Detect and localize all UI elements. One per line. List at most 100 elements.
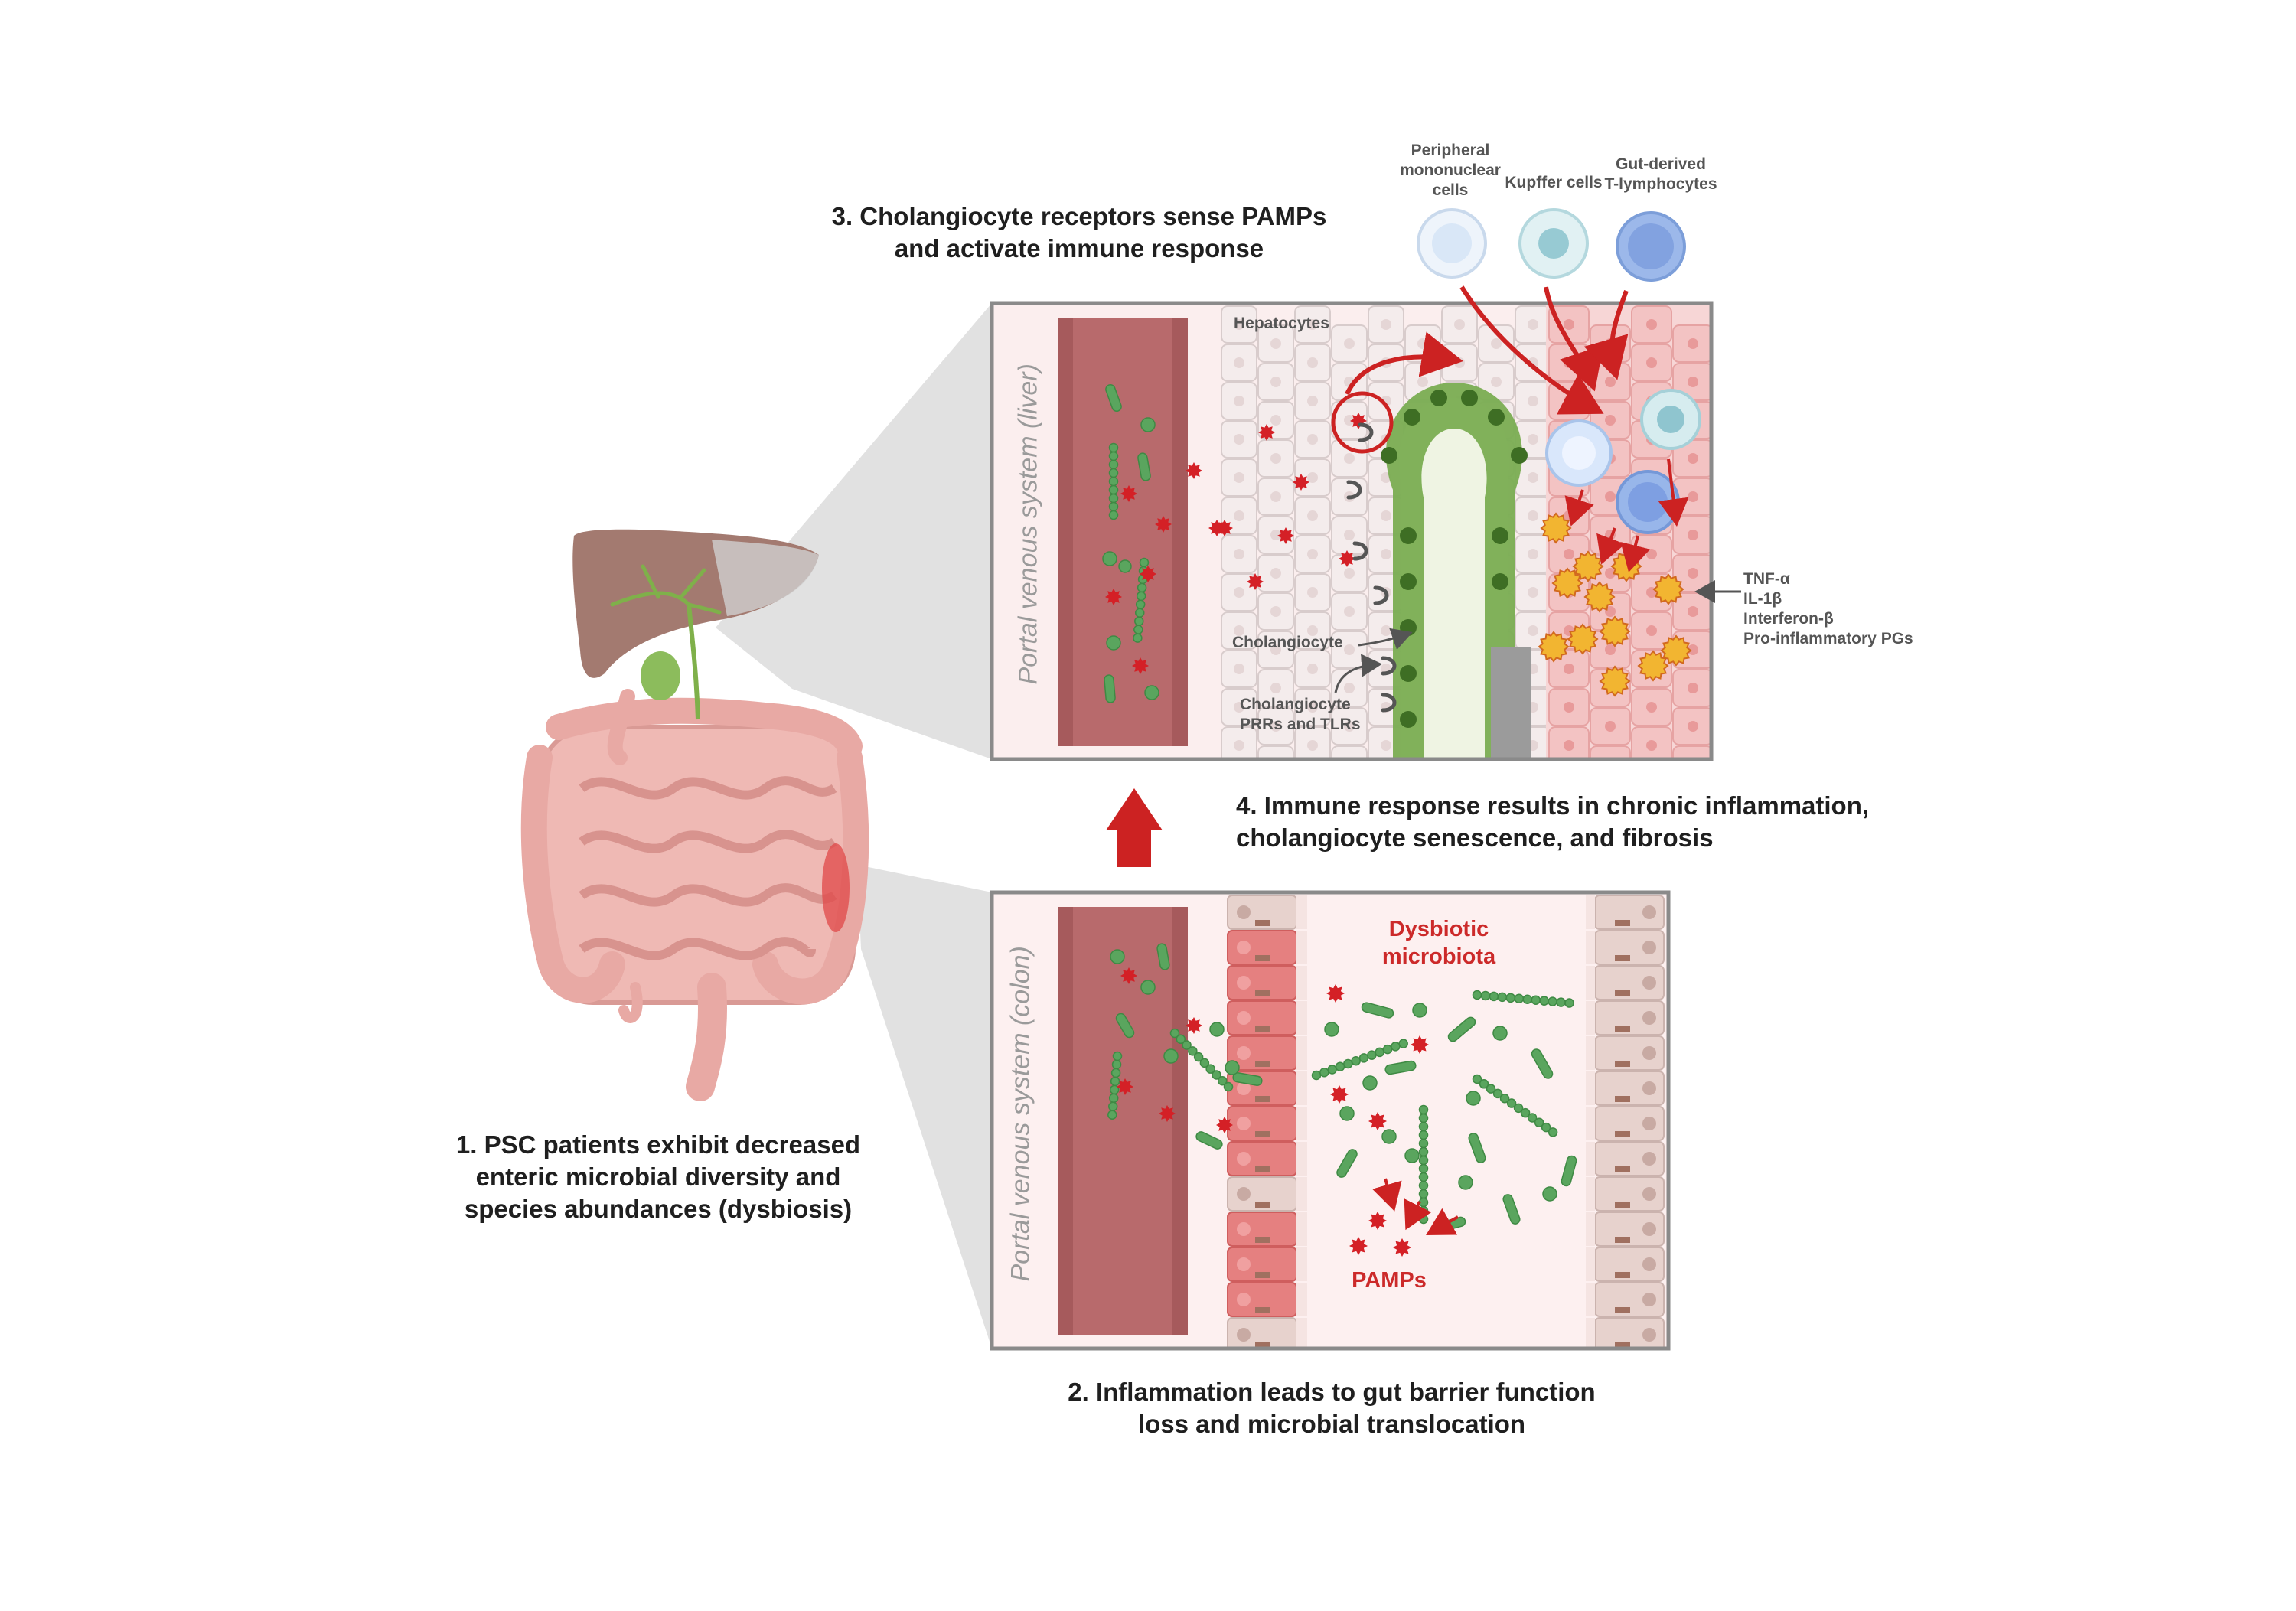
bacterium-icon	[1223, 1081, 1234, 1092]
inflamed-hepatocyte-nucleus	[1646, 549, 1657, 559]
liver-red-arrow	[1658, 458, 1689, 527]
hepatocyte-nucleus	[1270, 683, 1281, 693]
hepatocyte-nucleus	[1344, 415, 1355, 426]
tcell-label-line: Gut-derived	[1616, 155, 1706, 173]
tight-junction	[1255, 1202, 1270, 1208]
enterocyte-nucleus	[1237, 1257, 1251, 1271]
liver-panel-frame	[990, 301, 1714, 761]
enterocyte-nucleus	[1642, 976, 1656, 990]
bacterium-icon	[1361, 1002, 1394, 1019]
cytokine-icon	[1652, 573, 1684, 605]
bacterium-icon	[1418, 1138, 1429, 1149]
pamp-icon	[1155, 516, 1172, 533]
enterocyte-nucleus	[1237, 1328, 1251, 1342]
hepatocyte-nucleus	[1528, 319, 1538, 330]
enterocyte-nucleus	[1642, 1152, 1656, 1166]
cytokine-icon	[1551, 567, 1583, 599]
cholangiocyte-nucleus	[1400, 665, 1417, 682]
inflamed-hepatocyte-nucleus	[1564, 702, 1574, 713]
microvilli	[1296, 1212, 1307, 1246]
enterocyte-nucleus	[1237, 1081, 1251, 1095]
inflamed-hepatocyte-nucleus	[1688, 338, 1698, 349]
tight-junction	[1255, 1166, 1270, 1172]
microvilli	[1296, 895, 1307, 929]
microvilli	[1586, 1247, 1595, 1281]
bacterium-icon	[1134, 616, 1144, 626]
bacterium-icon	[1324, 1022, 1339, 1037]
bacterium-icon	[1505, 993, 1516, 1003]
inflamed-hepatocyte-nucleus	[1646, 625, 1657, 636]
cholangiocyte-nucleus	[1400, 619, 1417, 636]
cytokine-icon	[1599, 615, 1631, 647]
pamp-icon	[1186, 462, 1202, 479]
microvilli	[1296, 966, 1307, 1000]
hepatocyte-nucleus	[1234, 319, 1244, 330]
microvilli	[1586, 1177, 1595, 1211]
step-3-line: 3. Cholangiocyte receptors sense PAMPs	[831, 202, 1327, 230]
enterocyte-nucleus	[1642, 1081, 1656, 1095]
cytokine-icon	[1540, 512, 1572, 544]
bacterium-icon	[1104, 674, 1116, 703]
bacterium-icon	[1404, 1148, 1420, 1163]
cholangiocyte-nucleus	[1492, 573, 1508, 590]
inflamed-hepatocyte-nucleus	[1564, 664, 1574, 674]
hepatocyte-nucleus	[1344, 453, 1355, 464]
inflamed-hepatocyte-nucleus	[1688, 568, 1698, 579]
hepatocyte-nucleus	[1234, 472, 1244, 483]
bacterium-icon	[1480, 990, 1491, 1001]
microvilli	[1586, 1001, 1595, 1035]
gallbladder-icon	[641, 651, 680, 700]
bacterium-icon	[1176, 1034, 1186, 1045]
inflamed-hepatocyte-nucleus	[1688, 530, 1698, 540]
pamp-icon	[1368, 1112, 1387, 1130]
bacterium-icon	[1225, 1060, 1240, 1075]
pamp-icon	[1326, 984, 1345, 1003]
microvilli	[1586, 1283, 1595, 1316]
microvilli	[1586, 1212, 1595, 1246]
pamp-icon	[1117, 1078, 1133, 1095]
hepatocyte-nucleus	[1344, 606, 1355, 617]
bacterium-icon	[1492, 1026, 1508, 1041]
bacterium-icon	[1468, 1133, 1486, 1163]
inflamed-hepatocyte-nucleus	[1688, 377, 1698, 387]
inflamed-colon-region	[822, 843, 850, 932]
hepatocyte	[1257, 745, 1294, 759]
hepatocyte-nucleus	[1307, 587, 1318, 598]
senescent-cholangiocytes	[1491, 647, 1531, 759]
hepatocyte-nucleus	[1491, 338, 1502, 349]
tcell-label-line: T-lymphocytes	[1604, 175, 1717, 193]
bacterium-icon	[1497, 992, 1508, 1003]
tight-junction	[1615, 1342, 1630, 1348]
cytokine-icons	[1538, 512, 1692, 697]
bacterium-icon	[1418, 1146, 1429, 1157]
bacterium-icon	[1108, 1093, 1119, 1104]
inflamed-hepatocyte-nucleus	[1605, 377, 1616, 387]
step-2-line: 2. Inflammation leads to gut barrier fun…	[1068, 1378, 1596, 1406]
pamp-icon	[1132, 657, 1149, 674]
microvilli	[1586, 1142, 1595, 1176]
pamp-release-arrow	[1372, 1178, 1402, 1212]
cholangiocyte-nuclei	[1381, 390, 1528, 745]
immune-recruit-arrow	[1459, 285, 1604, 415]
microvilli	[1296, 1036, 1307, 1070]
hepatocyte-nucleus	[1270, 644, 1281, 655]
cytokine-label-line: Interferon-β	[1743, 610, 1834, 628]
bacterium-icon	[1108, 484, 1119, 495]
inflamed-hepatocyte-nucleus	[1646, 702, 1657, 713]
hepatocyte-nucleus	[1381, 510, 1391, 521]
microvilli	[1586, 1071, 1595, 1105]
bacterium-icon	[1133, 633, 1143, 643]
bacterium-icon	[1514, 993, 1525, 1004]
enterocyte-nucleus	[1642, 1222, 1656, 1236]
pamp-icon	[1349, 1237, 1368, 1255]
inflamed-hepatocyte-nucleus	[1688, 491, 1698, 502]
cholangiocyte-pointer	[1358, 628, 1413, 651]
inflamed-hepatocyte-nucleus	[1564, 740, 1574, 751]
hepatocyte-nucleus	[1307, 319, 1318, 330]
tight-junction	[1615, 1272, 1630, 1278]
step-1-line: species abundances (dysbiosis)	[464, 1195, 853, 1223]
tight-junction	[1615, 1307, 1630, 1313]
bacterium-icon	[1335, 1061, 1345, 1071]
liver-red-arrow	[1345, 331, 1463, 396]
